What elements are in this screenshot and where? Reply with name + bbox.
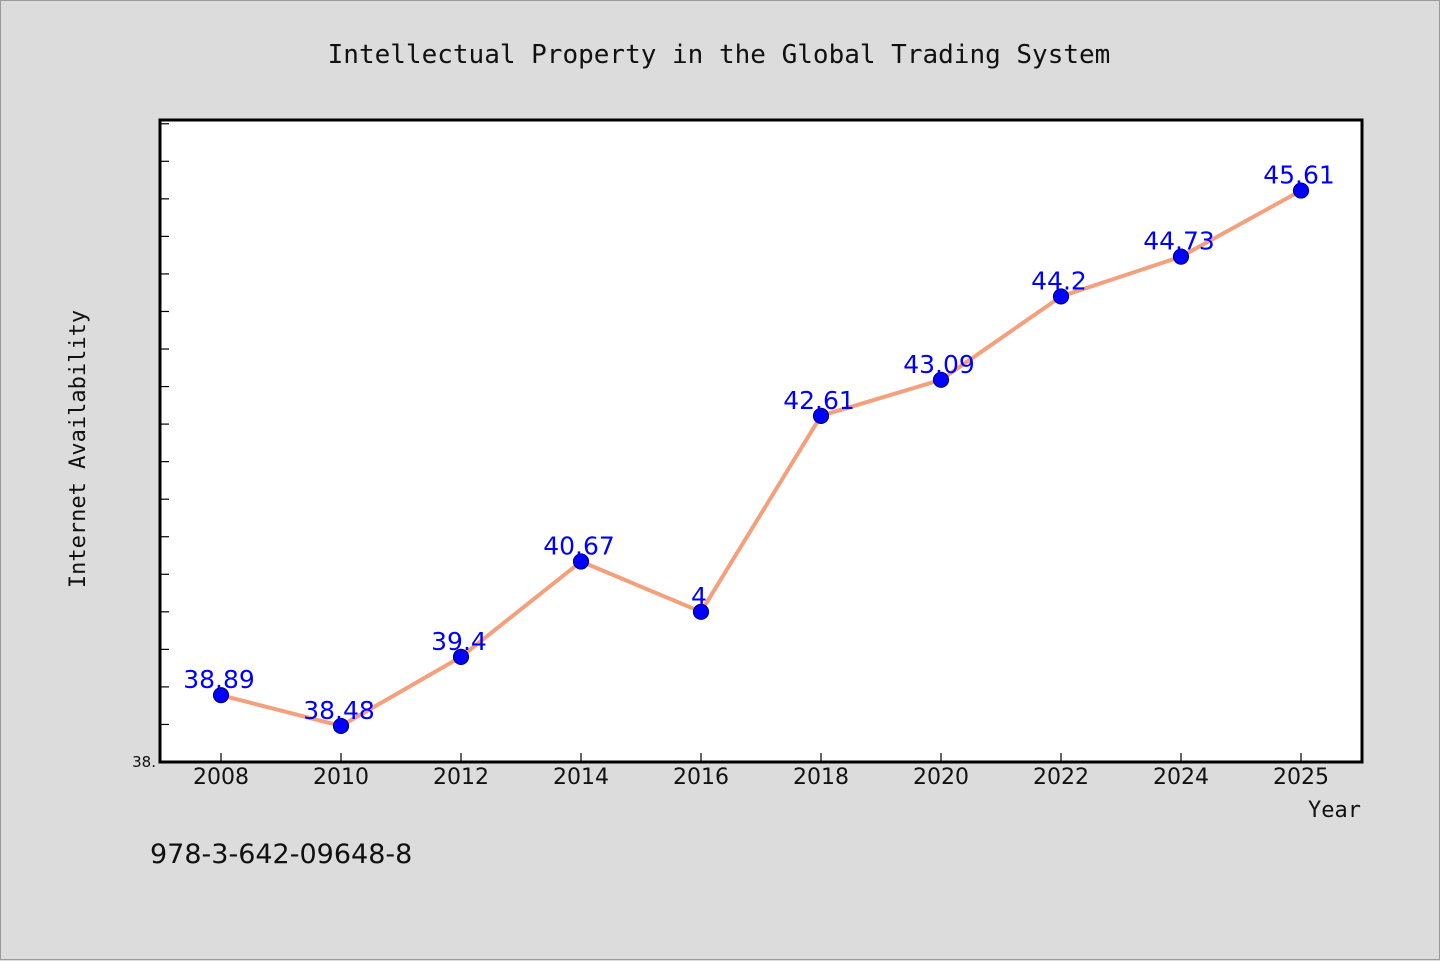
data-point <box>932 371 950 388</box>
data-point <box>1292 182 1310 199</box>
data-label: 42.61 <box>783 386 855 415</box>
data-label: 38.48 <box>303 696 375 725</box>
plot-area <box>160 120 1362 762</box>
x-tick-label: 2022 <box>1033 765 1089 790</box>
x-axis-label: Year <box>1308 798 1361 823</box>
x-tick-label: 2016 <box>673 765 729 790</box>
data-label: 43.09 <box>903 350 975 379</box>
x-tick-label: 2024 <box>1153 765 1209 790</box>
data-label: 38.89 <box>183 665 255 694</box>
data-point <box>1052 288 1070 305</box>
data-point <box>812 407 830 424</box>
data-point <box>1172 248 1190 265</box>
x-tick-label: 2010 <box>313 765 369 790</box>
data-point <box>572 553 590 570</box>
x-tick-label: 2018 <box>793 765 849 790</box>
y-tick-label: 38. <box>132 753 156 771</box>
x-tick-label: 2014 <box>553 765 609 790</box>
x-tick-label: 2020 <box>913 765 969 790</box>
data-point <box>452 648 470 665</box>
y-axis-label: Internet Availability <box>66 310 91 588</box>
data-label: 45.61 <box>1263 161 1335 190</box>
chart-title: Intellectual Property in the Global Trad… <box>328 40 1111 70</box>
data-point <box>692 603 710 620</box>
x-tick-label: 2025 <box>1273 765 1329 790</box>
plot-frame <box>158 118 1364 764</box>
data-point <box>212 687 230 704</box>
series-layer: 38.89 38.48 39.4 40.67 4 42.61 43.09 44.2 44.73 4… <box>183 161 1335 735</box>
data-label: 39.4 <box>431 627 487 656</box>
data-label: 40.67 <box>543 532 615 561</box>
isbn-annotation: 978-3-642-09648-8 <box>150 839 412 870</box>
x-tick-label: 2012 <box>433 765 489 790</box>
data-label: 4 <box>691 582 707 611</box>
data-label: 44.73 <box>1143 227 1215 256</box>
data-label: 44.2 <box>1031 266 1087 295</box>
data-point <box>332 717 350 735</box>
x-tick-label: 2008 <box>193 765 249 790</box>
x-axis-ticks: 2008 2010 2012 2014 2016 2018 2020 2022 2024 2025 <box>193 753 1329 790</box>
series-line <box>219 188 1303 728</box>
